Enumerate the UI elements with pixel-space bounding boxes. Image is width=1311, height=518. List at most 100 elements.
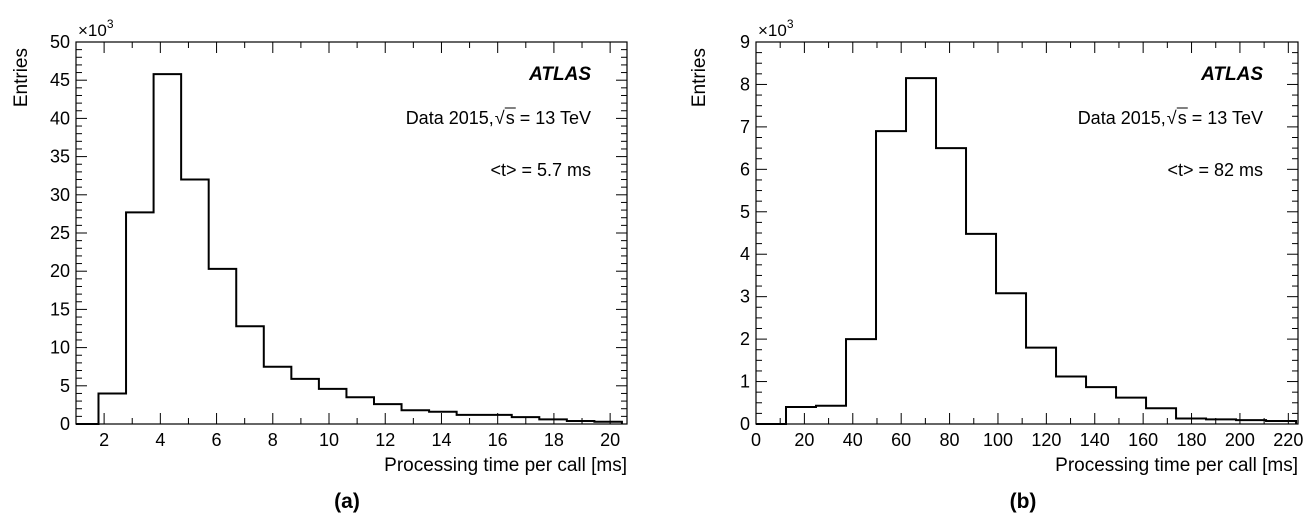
- x-tick-label: 100: [983, 430, 1013, 450]
- y-tick-label: 0: [740, 414, 750, 434]
- x-tick-label: 4: [155, 430, 165, 450]
- x-tick-label: 140: [1080, 430, 1110, 450]
- x-tick-label: 120: [1031, 430, 1061, 450]
- y-tick-label: 3: [740, 287, 750, 307]
- histogram-bin: [291, 379, 319, 424]
- y-tick-label: 1: [740, 372, 750, 392]
- histogram-bin: [181, 180, 209, 424]
- mean-label: <t> = 5.7 ms: [490, 160, 591, 180]
- histogram-bin: [876, 131, 906, 424]
- histogram-bin: [374, 404, 402, 424]
- y-tick-label: 5: [60, 376, 70, 396]
- y-tick-label: 45: [50, 70, 70, 90]
- x-tick-label: 8: [268, 430, 278, 450]
- y-tick-label: 0: [60, 414, 70, 434]
- histogram-bin: [1266, 421, 1296, 424]
- histogram-bin: [1146, 408, 1176, 424]
- histogram-bin: [936, 148, 966, 424]
- panel-b: 0 20 40 60 80 100 120 140 160 180 200 220 0 1 2 3 4 5 6 7 8 9…: [689, 17, 1303, 513]
- histogram-bin: [402, 410, 430, 424]
- panel-label: (b): [1010, 490, 1037, 513]
- histogram-bin: [154, 74, 182, 424]
- histogram-bin: [966, 234, 996, 424]
- x-tick-label: 40: [843, 430, 863, 450]
- y-tick-label: 30: [50, 185, 70, 205]
- x-tick-label: 180: [1177, 430, 1207, 450]
- histogram-bin: [1206, 419, 1236, 424]
- panel-a: 2 4 6 8 10 12 14 16 18 20 0 5 10 15 20 25 30 35 40 45 50 Proc…: [11, 17, 628, 513]
- y-multiplier-base: ×10: [78, 21, 107, 40]
- y-multiplier: ×103: [758, 17, 794, 40]
- histogram-bin: [346, 397, 374, 424]
- histogram-outline: [756, 77, 1298, 425]
- y-multiplier-base: ×10: [758, 21, 787, 40]
- y-tick-label: 25: [50, 223, 70, 243]
- y-tick-label: 2: [740, 329, 750, 349]
- y-tick-label: 15: [50, 299, 70, 319]
- y-tick-label: 35: [50, 147, 70, 167]
- energy-label: s = 13 TeV: [506, 108, 591, 128]
- histogram-bin: [264, 367, 292, 424]
- y-tick-label: 5: [740, 202, 750, 222]
- x-tick-label: 80: [940, 430, 960, 450]
- histogram-bin: [594, 422, 622, 424]
- x-tick-label: 16: [488, 430, 508, 450]
- histogram-bin: [846, 339, 876, 424]
- energy-label: s = 13 TeV: [1178, 108, 1263, 128]
- histogram-bin: [1026, 348, 1056, 424]
- histogram-bin: [1176, 418, 1206, 424]
- y-tick-label: 50: [50, 32, 70, 52]
- histogram-bin: [209, 269, 237, 424]
- histogram-bin: [98, 393, 126, 424]
- x-axis-title: Processing time per call [ms]: [1055, 455, 1298, 476]
- experiment-label: ATLAS: [1200, 64, 1263, 85]
- y-tick-label: 4: [740, 244, 750, 264]
- y-multiplier-exponent: 3: [787, 17, 794, 31]
- histogram-bin: [126, 212, 154, 424]
- x-tick-label: 14: [431, 430, 451, 450]
- histogram-bin: [996, 293, 1026, 424]
- x-tick-label: 200: [1225, 430, 1255, 450]
- x-tick-label: 160: [1128, 430, 1158, 450]
- histogram-bin: [429, 412, 457, 424]
- x-tick-label: 20: [794, 430, 814, 450]
- panel-label: (a): [334, 490, 360, 513]
- x-tick-label: 220: [1273, 430, 1303, 450]
- x-tick-label: 12: [375, 430, 395, 450]
- y-tick-label: 8: [740, 74, 750, 94]
- histogram-bin: [319, 389, 347, 424]
- x-tick-label: 10: [319, 430, 339, 450]
- y-multiplier-exponent: 3: [107, 17, 114, 31]
- x-tick-label: 0: [751, 430, 761, 450]
- dataset-label: Data 2015,: [406, 108, 494, 128]
- histogram-bin: [484, 415, 512, 424]
- y-tick-label: 10: [50, 338, 70, 358]
- histogram-bin: [786, 407, 816, 424]
- x-axis-title: Processing time per call [ms]: [384, 455, 627, 476]
- y-tick-label: 40: [50, 108, 70, 128]
- x-tick-label: 6: [212, 430, 222, 450]
- histogram-bin: [816, 406, 846, 424]
- x-tick-label: 20: [600, 430, 620, 450]
- experiment-label: ATLAS: [528, 64, 591, 85]
- histogram-bin: [1236, 420, 1266, 424]
- histogram-outline: [76, 73, 623, 425]
- sqrt-icon: √: [1167, 108, 1177, 128]
- histogram-bin: [1116, 398, 1146, 424]
- histogram-bin: [457, 415, 485, 424]
- y-tick-label: 20: [50, 261, 70, 281]
- y-multiplier: ×103: [78, 17, 114, 40]
- dataset-label: Data 2015,: [1078, 108, 1166, 128]
- y-tick-label: 6: [740, 159, 750, 179]
- histogram-bin: [539, 419, 567, 424]
- histogram-bin: [1056, 376, 1086, 424]
- histogram-bin: [236, 326, 264, 424]
- histogram-bin: [567, 421, 595, 424]
- y-tick-label: 9: [740, 32, 750, 52]
- x-tick-label: 60: [891, 430, 911, 450]
- histogram-bin: [512, 417, 540, 424]
- y-axis-title: Entries: [689, 48, 710, 107]
- histogram-bin: [906, 78, 936, 424]
- x-tick-label: 18: [544, 430, 564, 450]
